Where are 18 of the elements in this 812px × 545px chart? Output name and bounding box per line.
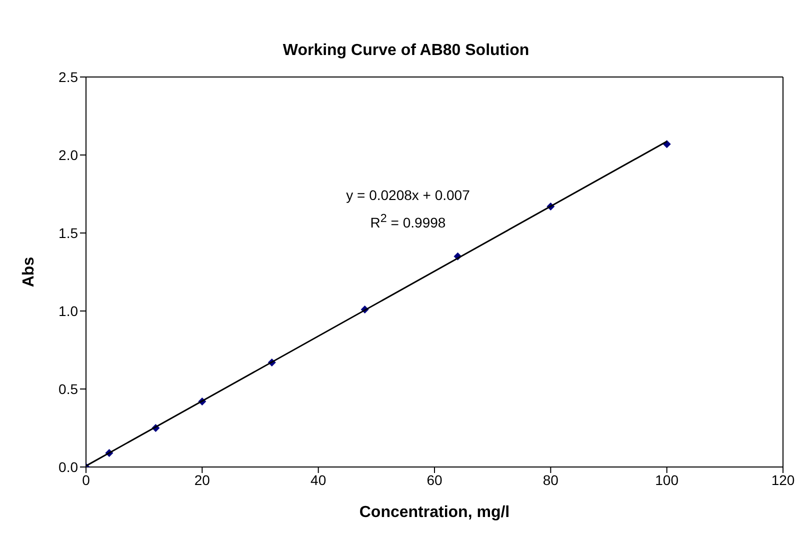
y-tick-label: 1.5	[58, 224, 78, 241]
x-tick-label: 100	[655, 472, 679, 488]
y-tick-label: 1.0	[58, 302, 78, 319]
chart-title: Working Curve of AB80 Solution	[282, 42, 530, 60]
y-tick-label: 2.5	[58, 68, 78, 85]
y-tick-label: 2.0	[58, 146, 78, 163]
annotation: R$^{2}$ = 0.9998	[369, 211, 447, 233]
y-tick-label: 0.5	[58, 380, 78, 397]
x-axis-title: Concentration, mg/l	[359, 504, 510, 521]
annotation: y = 0.0208x + 0.007	[345, 186, 471, 205]
x-tick-label: 60	[426, 472, 442, 488]
x-tick-label: 40	[310, 472, 326, 488]
y-axis-title: Abs	[20, 256, 38, 288]
y-tick-label: 0.0	[58, 458, 78, 475]
x-tick-label: 0	[82, 472, 90, 488]
x-tick-label: 80	[542, 472, 559, 488]
x-tick-label: 20	[194, 472, 210, 488]
x-tick-label: 120	[771, 472, 795, 488]
